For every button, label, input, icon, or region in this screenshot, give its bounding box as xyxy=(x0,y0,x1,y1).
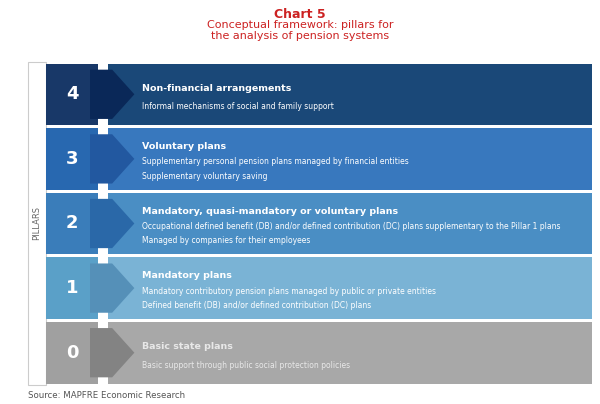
Text: Conceptual framework: pillars for: Conceptual framework: pillars for xyxy=(207,20,393,30)
Text: Chart 5: Chart 5 xyxy=(274,8,326,21)
Polygon shape xyxy=(90,69,134,119)
Polygon shape xyxy=(90,199,134,248)
Text: Non-financial arrangements: Non-financial arrangements xyxy=(142,84,292,93)
Text: Supplementary personal pension plans managed by financial entities: Supplementary personal pension plans man… xyxy=(142,158,409,166)
FancyBboxPatch shape xyxy=(108,128,592,190)
Polygon shape xyxy=(90,263,134,313)
Text: 3: 3 xyxy=(66,150,78,168)
Text: 4: 4 xyxy=(66,85,78,103)
Text: Basic state plans: Basic state plans xyxy=(142,342,233,351)
Polygon shape xyxy=(90,134,134,183)
FancyBboxPatch shape xyxy=(108,193,592,254)
Text: 2: 2 xyxy=(66,215,78,232)
Text: Mandatory plans: Mandatory plans xyxy=(142,271,232,280)
FancyBboxPatch shape xyxy=(46,193,98,254)
Text: 1: 1 xyxy=(66,279,78,297)
Text: 0: 0 xyxy=(66,344,78,362)
Text: PILLARS: PILLARS xyxy=(32,206,41,240)
Text: Occupational defined benefit (DB) and/or defined contribution (DC) plans supplem: Occupational defined benefit (DB) and/or… xyxy=(142,222,561,231)
Text: Mandatory, quasi-mandatory or voluntary plans: Mandatory, quasi-mandatory or voluntary … xyxy=(142,207,398,216)
Polygon shape xyxy=(90,328,134,377)
FancyBboxPatch shape xyxy=(46,257,98,319)
Text: Mandatory contributory pension plans managed by public or private entities: Mandatory contributory pension plans man… xyxy=(142,287,436,296)
Text: Informal mechanisms of social and family support: Informal mechanisms of social and family… xyxy=(142,102,334,111)
Text: Voluntary plans: Voluntary plans xyxy=(142,142,226,151)
FancyBboxPatch shape xyxy=(46,63,98,125)
Text: Source: MAPFRE Economic Research: Source: MAPFRE Economic Research xyxy=(28,391,185,400)
FancyBboxPatch shape xyxy=(46,128,98,190)
Text: the analysis of pension systems: the analysis of pension systems xyxy=(211,31,389,41)
FancyBboxPatch shape xyxy=(108,322,592,383)
Text: Supplementary voluntary saving: Supplementary voluntary saving xyxy=(142,172,268,181)
FancyBboxPatch shape xyxy=(28,62,46,385)
FancyBboxPatch shape xyxy=(108,63,592,125)
Text: Basic support through public social protection policies: Basic support through public social prot… xyxy=(142,360,350,370)
Text: Managed by companies for their employees: Managed by companies for their employees xyxy=(142,236,311,245)
FancyBboxPatch shape xyxy=(108,257,592,319)
FancyBboxPatch shape xyxy=(46,322,98,383)
Text: Defined benefit (DB) and/or defined contribution (DC) plans: Defined benefit (DB) and/or defined cont… xyxy=(142,301,371,310)
